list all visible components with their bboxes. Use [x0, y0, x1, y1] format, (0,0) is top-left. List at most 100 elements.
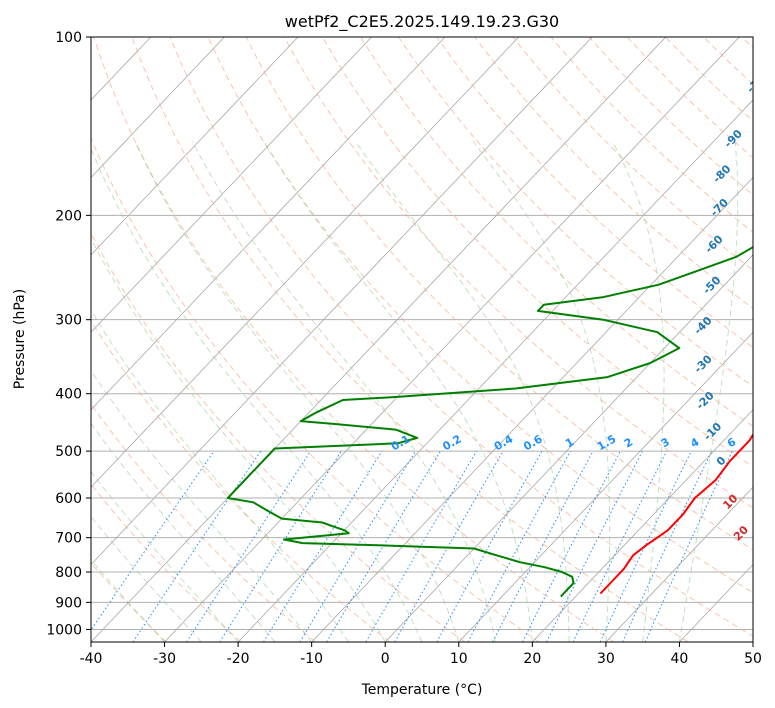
isotherm--80 — [91, 37, 372, 333]
moist-adiabat-label: 30 — [750, 549, 770, 569]
dry-adiabat — [664, 37, 753, 122]
mixing-ratio-label: 6 — [725, 435, 738, 450]
mixing-ratio-label: 8 — [754, 435, 767, 450]
isotherm--50 — [91, 37, 593, 566]
y-tick-label: 600 — [55, 491, 82, 507]
mixing-ratio-line-0.4 — [186, 450, 312, 642]
dry-adiabat — [169, 37, 753, 637]
x-tick-label: 20 — [523, 651, 541, 667]
dry-adiabat — [703, 37, 753, 85]
dry-adiabat — [283, 37, 753, 509]
isobar-gridlines — [91, 37, 753, 630]
mixing-ratio-line-10 — [492, 450, 594, 642]
dry-adiabat — [91, 403, 316, 642]
moist-adiabat — [263, 141, 533, 642]
dry-adiabat — [207, 37, 753, 594]
line-labels: -100-90-80-70-60-50-40-30-20-1000.1 0.2 0.… — [389, 67, 775, 598]
y-tick-label: 800 — [55, 565, 82, 581]
y-tick-label: 900 — [55, 595, 82, 611]
chart-title: wetPf2_C2E5.2025.149.19.23.G30 — [285, 12, 559, 32]
dry-adiabat — [91, 320, 391, 642]
mixing-ratio-line-4 — [394, 450, 504, 642]
isotherm--100 — [91, 37, 225, 179]
mixing-ratio-line-8 — [467, 450, 571, 642]
moist-adiabat — [91, 369, 313, 642]
x-tick-label: -40 — [80, 651, 103, 667]
isotherm-20 — [532, 409, 753, 642]
mixing-ratio-line-36 — [644, 450, 734, 642]
mixing-ratio-line-0.1 — [91, 450, 215, 631]
moist-adiabat — [91, 422, 276, 642]
dry-adiabat — [436, 37, 753, 348]
dry-adiabat-label: -80 — [710, 162, 733, 185]
moist-adiabat — [472, 141, 611, 642]
x-axis-ticks: -40 -30 -20 -10 0 10 20 30 40 50 — [80, 642, 762, 667]
x-tick-label: 30 — [597, 651, 615, 667]
isotherm--90 — [91, 37, 299, 256]
isotherm--10 — [311, 176, 753, 642]
x-axis-label: Temperature (°C) — [361, 682, 483, 698]
mixing-ratio-line-6 — [436, 450, 543, 642]
isotherm--130 — [0, 37, 4, 642]
dry-adiabat — [91, 483, 242, 642]
temperature-profile — [599, 432, 753, 595]
y-tick-label: 400 — [55, 387, 82, 403]
mixing-ratio-line-30 — [622, 450, 713, 642]
dry-adiabats — [91, 37, 753, 642]
x-tick-label: -20 — [227, 651, 250, 667]
isotherm--70 — [91, 37, 446, 411]
moist-adiabat — [91, 516, 202, 642]
dewpoint-profile — [226, 245, 753, 598]
y-axis-label: Pressure (hPa) — [12, 289, 28, 389]
dry-adiabat — [474, 37, 753, 309]
isotherm-10 — [458, 331, 753, 642]
y-tick-label: 300 — [55, 313, 82, 329]
dry-adiabat — [360, 37, 753, 427]
dry-adiabat-label: -40 — [691, 314, 714, 337]
y-tick-label: 1000 — [46, 622, 82, 638]
plot-area: -100-90-80-70-60-50-40-30-20-1000.1 0.2 0.… — [0, 37, 775, 642]
isotherm--60 — [91, 37, 519, 488]
dry-adiabat — [91, 137, 540, 642]
moist-adiabat — [191, 141, 497, 642]
isotherm-40 — [679, 563, 753, 642]
dry-adiabat — [91, 232, 465, 642]
dry-adiabat — [93, 37, 614, 642]
dry-adiabat — [398, 37, 753, 388]
mixing-ratio-label: 2 — [622, 435, 635, 450]
mixing-ratio-label: 0.4 — [492, 432, 516, 453]
mixing-ratio-line-16 — [546, 450, 643, 642]
mixing-ratio-line-0.6 — [219, 450, 342, 642]
mixing-ratio-label: 3 — [659, 435, 672, 450]
y-tick-label: 100 — [55, 30, 82, 46]
y-axis-ticks: 100 200 300 400 500 600 700 800 900 1000 — [46, 30, 91, 638]
moist-adiabat — [91, 147, 423, 642]
mixing-ratio-line-1.5 — [299, 450, 417, 642]
moist-adiabat — [355, 141, 570, 642]
moist-adiabat-label: 40 — [767, 578, 775, 598]
moist-adiabat — [611, 141, 665, 642]
y-tick-label: 700 — [55, 531, 82, 547]
x-tick-label: -10 — [300, 651, 323, 667]
mixing-ratio-label: 0.6 — [521, 432, 545, 453]
x-tick-label: -30 — [153, 651, 176, 667]
x-tick-label: 10 — [450, 651, 468, 667]
x-tick-label: 40 — [671, 651, 689, 667]
y-tick-label: 500 — [55, 444, 82, 460]
moist-adiabat-label: 20 — [731, 523, 751, 543]
x-tick-label: 0 — [381, 651, 390, 667]
dry-adiabat — [322, 37, 753, 468]
moist-adiabat — [678, 141, 739, 642]
plot-frame — [90, 36, 754, 643]
x-tick-label: 50 — [744, 651, 762, 667]
dry-adiabat-label: -90 — [722, 127, 745, 150]
sounding-series — [226, 245, 753, 598]
isotherm--30 — [164, 37, 740, 642]
dry-adiabat-label: -10 — [701, 420, 724, 443]
moist-adiabat — [91, 470, 239, 642]
dry-adiabat-label: -50 — [700, 273, 723, 296]
dry-adiabat-label: -30 — [692, 352, 715, 375]
moist-adiabat — [134, 141, 460, 642]
mixing-ratio-line-20 — [572, 450, 668, 642]
